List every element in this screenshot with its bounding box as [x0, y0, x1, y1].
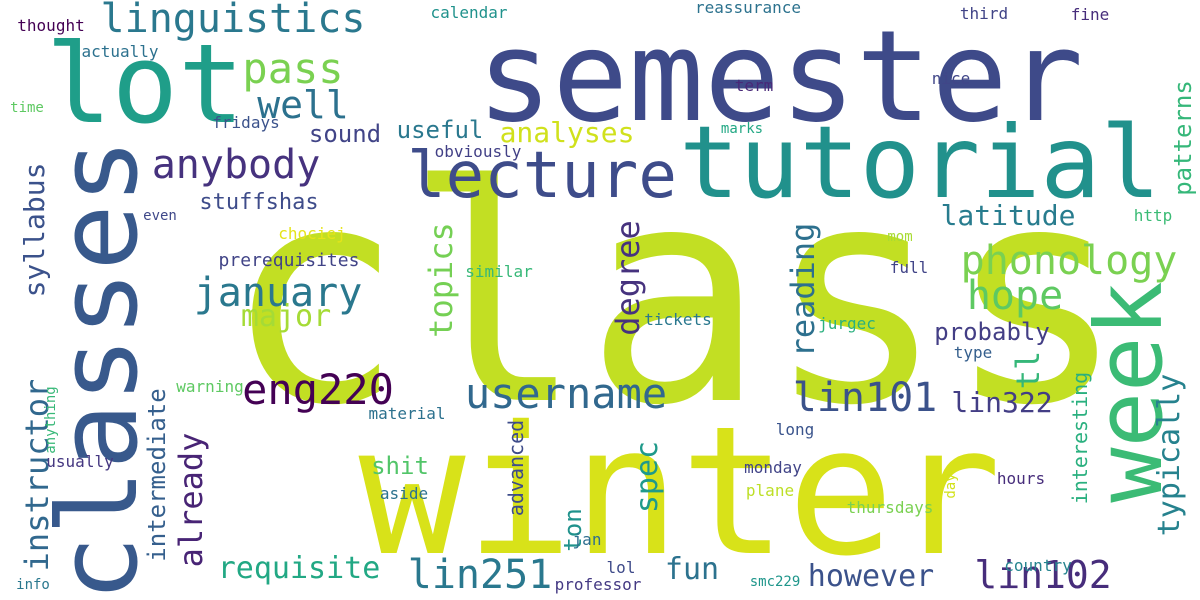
word-linguistics: linguistics	[100, 0, 366, 42]
word-typically: typically	[1152, 373, 1187, 537]
word-info: info	[16, 577, 50, 593]
word-chociej: chociej	[278, 224, 346, 243]
word-jurgec: jurgec	[818, 314, 876, 333]
word-sound: sound	[308, 120, 382, 148]
word-hope: hope	[966, 273, 1064, 319]
word-fine: fine	[1070, 5, 1110, 24]
word-semester: semester	[476, 3, 1084, 150]
word-however: however	[807, 559, 935, 594]
word-lin101: lin101	[792, 375, 938, 421]
word-lin251: lin251	[407, 552, 553, 598]
word-lecture: lecture	[407, 139, 677, 213]
word-fridays: fridays	[212, 113, 280, 132]
word-lot: lot	[45, 20, 245, 148]
word-useful: useful	[396, 116, 484, 144]
word-probably: probably	[934, 318, 1050, 346]
word-type: type	[953, 343, 993, 362]
word-class: class	[223, 122, 1127, 471]
word-classes: classes	[34, 138, 162, 600]
word-lin322: lin322	[951, 386, 1053, 419]
word-term: term	[734, 76, 774, 95]
word-obviously: obviously	[434, 142, 522, 161]
word-spec: spec	[630, 440, 665, 514]
word-nice: nice	[931, 69, 971, 88]
word-material: material	[368, 404, 446, 423]
word-day: day	[943, 473, 959, 499]
word-degree: degree	[609, 220, 647, 336]
word-http: http	[1133, 206, 1173, 225]
word-full: full	[889, 258, 929, 277]
word-professor: professor	[554, 575, 642, 594]
word-lol: lol	[606, 558, 636, 577]
word-interesting: interesting	[1068, 371, 1092, 505]
word-tl: tl	[1009, 350, 1047, 390]
word-already: already	[172, 432, 210, 568]
word-monday: monday	[744, 458, 802, 477]
word-anything: anything	[43, 386, 59, 454]
word-plane: plane	[745, 481, 795, 500]
word-reassurance: reassurance	[695, 0, 801, 17]
word-major: major	[240, 299, 332, 334]
word-username: username	[464, 369, 668, 418]
word-winter: winter	[358, 388, 1002, 595]
word-long: long	[775, 420, 815, 439]
word-actually: actually	[81, 42, 159, 61]
word-marks: marks	[720, 121, 764, 137]
word-jan: jan	[572, 530, 602, 549]
word-prerequisites: prerequisites	[218, 250, 360, 271]
word-thought: thought	[17, 16, 85, 35]
word-requisite: requisite	[217, 551, 381, 586]
word-third: third	[959, 4, 1009, 23]
word-mom: mom	[887, 229, 913, 245]
word-hours: hours	[996, 469, 1046, 488]
word-patterns: patterns	[1169, 80, 1197, 196]
word-tutorial: tutorial	[679, 104, 1161, 221]
word-intermediate: intermediate	[143, 388, 171, 562]
word-pass: pass	[242, 44, 344, 93]
word-country: country	[1004, 556, 1072, 575]
word-anybody: anybody	[151, 142, 321, 188]
word-similar: similar	[465, 262, 533, 281]
word-latitude: latitude	[940, 199, 1076, 232]
word-topics: topics	[422, 222, 460, 338]
word-syllabus: syllabus	[18, 162, 51, 298]
word-fun: fun	[664, 552, 720, 587]
word-even: even	[143, 208, 177, 224]
word-well: well	[257, 83, 349, 127]
word-phonology: phonology	[960, 238, 1178, 284]
word-tickets: tickets	[644, 310, 712, 329]
word-eng220: eng220	[242, 365, 394, 414]
word-reading: reading	[784, 222, 822, 358]
word-stuffshas: stuffshas	[199, 190, 319, 215]
word-lin102: lin102	[974, 553, 1112, 597]
word-shit: shit	[371, 452, 429, 480]
word-analyses: analyses	[499, 116, 635, 149]
word-usually: usually	[46, 452, 114, 471]
word-advanced: advanced	[504, 419, 528, 517]
word-thursdays: thursdays	[846, 498, 934, 517]
word-warning: warning	[176, 377, 244, 396]
word-smc229: smc229	[749, 574, 801, 590]
word-time: time	[10, 100, 44, 116]
word-january: january	[193, 270, 363, 316]
word-aside: aside	[379, 484, 429, 503]
word-calendar: calendar	[430, 3, 508, 22]
